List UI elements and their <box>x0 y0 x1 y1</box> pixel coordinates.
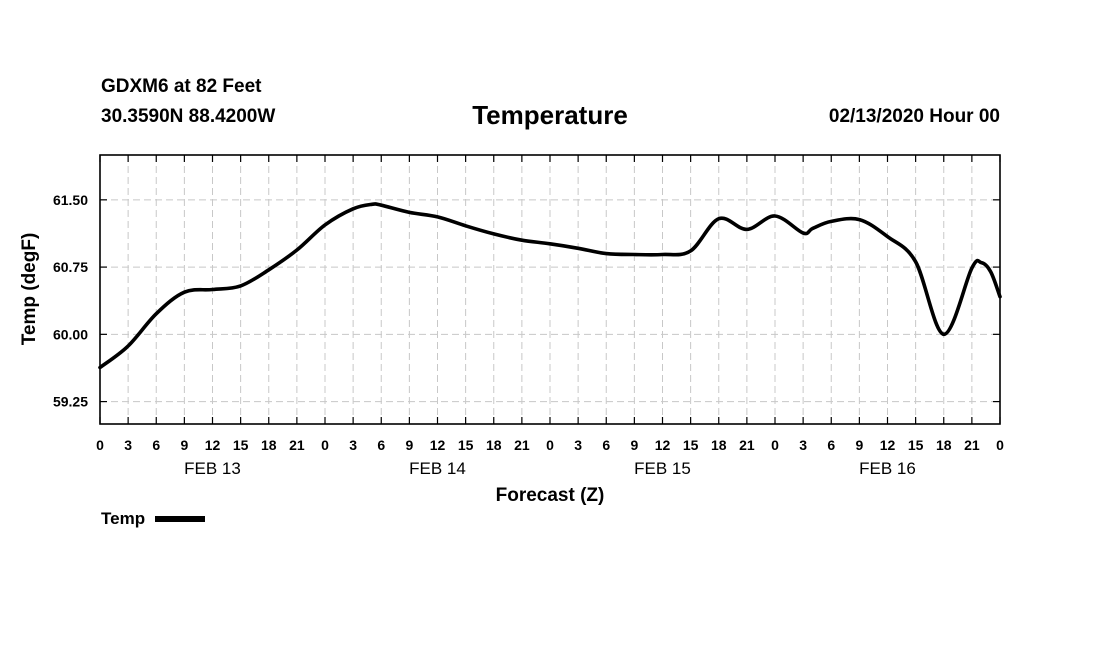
y-tick-label: 60.75 <box>53 259 88 275</box>
x-tick-label: 15 <box>458 437 474 453</box>
legend: Temp <box>101 509 206 529</box>
y-tick-label: 61.50 <box>53 192 88 208</box>
axis-labels: 0 3 6 9 12 15 18 21 0 3 6 9 12 15 18 21 0 3 6 9 12 15 18 21 0 3 6 9… <box>53 192 1004 478</box>
x-tick-label: 18 <box>711 437 727 453</box>
x-tick-label: 15 <box>233 437 249 453</box>
x-tick-label: 3 <box>574 437 582 453</box>
x-tick-label: 21 <box>964 437 980 453</box>
y-tick-label: 60.00 <box>53 326 88 342</box>
x-tick-label: 6 <box>602 437 610 453</box>
day-label: FEB 15 <box>634 459 691 478</box>
x-tick-label: 18 <box>936 437 952 453</box>
x-tick-label: 12 <box>655 437 671 453</box>
legend-line-swatch <box>155 516 206 522</box>
x-tick-label: 9 <box>855 437 863 453</box>
chart-title: Temperature <box>472 100 628 130</box>
x-tick-label: 18 <box>486 437 502 453</box>
x-tick-label: 0 <box>771 437 779 453</box>
y-axis-title: Temp (degF) <box>19 233 40 346</box>
x-tick-label: 15 <box>683 437 699 453</box>
x-tick-label: 18 <box>261 437 277 453</box>
x-tick-label: 0 <box>96 437 104 453</box>
x-tick-label: 12 <box>880 437 896 453</box>
x-tick-label: 0 <box>546 437 554 453</box>
x-tick-label: 6 <box>377 437 385 453</box>
grid <box>100 155 1000 424</box>
day-label: FEB 16 <box>859 459 916 478</box>
x-tick-label: 0 <box>996 437 1004 453</box>
run-time-label: 02/13/2020 Hour 00 <box>828 106 1000 127</box>
x-tick-label: 6 <box>827 437 835 453</box>
x-tick-label: 9 <box>630 437 638 453</box>
x-tick-label: 6 <box>152 437 160 453</box>
x-tick-label: 12 <box>205 437 221 453</box>
x-axis-title: Forecast (Z) <box>496 485 605 506</box>
plot-frame <box>99 154 1001 425</box>
x-tick-label: 0 <box>321 437 329 453</box>
legend-label: Temp <box>101 509 146 528</box>
station-label: GDXM6 at 82 Feet <box>101 76 262 97</box>
series-layer <box>98 202 1002 370</box>
day-label: FEB 14 <box>409 459 466 478</box>
series-line-temp <box>98 202 1002 370</box>
tick-marks <box>99 155 1001 424</box>
x-tick-label: 15 <box>908 437 924 453</box>
x-tick-label: 21 <box>739 437 755 453</box>
x-tick-label: 12 <box>430 437 446 453</box>
x-tick-label: 9 <box>405 437 413 453</box>
x-tick-label: 21 <box>289 437 305 453</box>
x-tick-label: 3 <box>349 437 357 453</box>
x-tick-label: 21 <box>514 437 530 453</box>
y-tick-label: 59.25 <box>53 394 88 410</box>
x-tick-label: 3 <box>799 437 807 453</box>
coordinates-label: 30.3590N 88.4200W <box>101 106 276 127</box>
day-label: FEB 13 <box>184 459 241 478</box>
x-tick-label: 9 <box>180 437 188 453</box>
x-tick-label: 3 <box>124 437 132 453</box>
